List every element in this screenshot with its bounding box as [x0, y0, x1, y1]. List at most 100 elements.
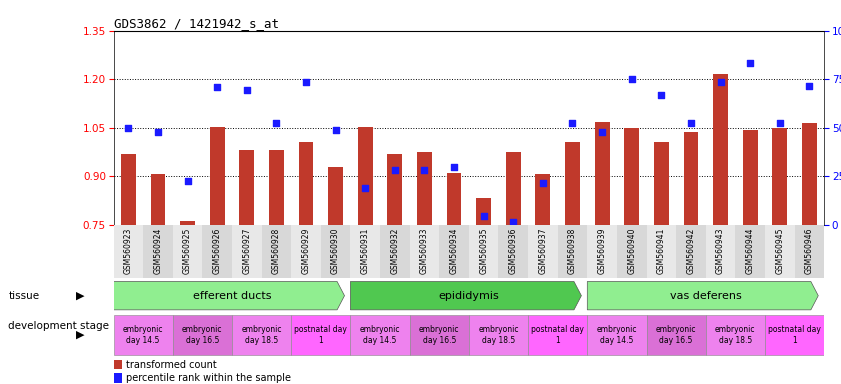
Bar	[743, 130, 758, 225]
Bar	[595, 122, 610, 225]
Point	[802, 83, 816, 89]
Bar	[232, 315, 291, 355]
Text: GSM560925: GSM560925	[183, 227, 192, 274]
Bar	[735, 225, 765, 278]
Text: GSM560930: GSM560930	[331, 227, 340, 274]
Bar	[765, 315, 824, 355]
Point	[566, 121, 579, 127]
Bar	[417, 152, 431, 225]
Text: GSM560943: GSM560943	[716, 227, 725, 274]
Bar	[772, 128, 787, 225]
Text: GSM560926: GSM560926	[213, 227, 222, 274]
Text: embryonic
day 18.5: embryonic day 18.5	[715, 325, 755, 345]
Text: ▶: ▶	[76, 291, 84, 301]
Point	[506, 219, 520, 225]
Bar	[351, 225, 380, 278]
Text: GSM560931: GSM560931	[361, 227, 370, 274]
Text: embryonic
day 16.5: embryonic day 16.5	[419, 325, 459, 345]
Bar	[351, 315, 410, 355]
Text: GSM560934: GSM560934	[450, 227, 458, 274]
Point	[447, 164, 461, 170]
Bar	[151, 174, 166, 225]
Point	[685, 121, 698, 127]
Point	[270, 121, 283, 127]
Bar	[121, 154, 135, 225]
Bar	[269, 150, 283, 225]
Bar	[624, 128, 639, 225]
Bar	[506, 152, 521, 225]
Bar	[232, 225, 262, 278]
Point	[299, 79, 313, 86]
Bar	[447, 173, 462, 225]
Bar	[469, 225, 499, 278]
Point	[595, 129, 609, 135]
Bar	[114, 360, 123, 369]
Text: vas deferens: vas deferens	[670, 291, 742, 301]
FancyArrow shape	[351, 281, 581, 310]
Text: ▶: ▶	[76, 330, 84, 340]
Text: GSM560946: GSM560946	[805, 227, 814, 274]
Bar	[203, 225, 232, 278]
Text: postnatal day
1: postnatal day 1	[294, 325, 347, 345]
Bar	[172, 315, 232, 355]
Bar	[706, 225, 735, 278]
Bar	[654, 142, 669, 225]
Text: GDS3862 / 1421942_s_at: GDS3862 / 1421942_s_at	[114, 17, 278, 30]
Bar	[676, 225, 706, 278]
Text: embryonic
day 16.5: embryonic day 16.5	[656, 325, 696, 345]
Point	[743, 60, 757, 66]
Point	[240, 86, 253, 93]
Text: GSM560938: GSM560938	[568, 227, 577, 274]
Text: GSM560944: GSM560944	[746, 227, 754, 274]
Bar	[240, 150, 254, 225]
Text: GSM560932: GSM560932	[390, 227, 399, 274]
Bar	[469, 315, 528, 355]
FancyArrow shape	[587, 281, 818, 310]
Bar	[262, 225, 291, 278]
Point	[625, 76, 638, 82]
Bar	[536, 174, 550, 225]
Text: epididymis: epididymis	[438, 291, 500, 301]
Text: embryonic
day 16.5: embryonic day 16.5	[182, 325, 223, 345]
Text: embryonic
day 14.5: embryonic day 14.5	[360, 325, 400, 345]
Text: embryonic
day 18.5: embryonic day 18.5	[479, 325, 519, 345]
Bar	[328, 167, 343, 225]
Text: postnatal day
1: postnatal day 1	[768, 325, 821, 345]
Text: efferent ducts: efferent ducts	[193, 291, 272, 301]
Bar	[558, 225, 587, 278]
Bar	[565, 142, 580, 225]
Bar	[410, 315, 469, 355]
Bar	[499, 225, 528, 278]
Text: GSM560941: GSM560941	[657, 227, 666, 274]
Bar	[706, 315, 765, 355]
Text: GSM560929: GSM560929	[302, 227, 310, 274]
Point	[151, 129, 165, 135]
Point	[210, 84, 224, 90]
Text: GSM560927: GSM560927	[242, 227, 251, 274]
Bar	[143, 225, 172, 278]
Text: GSM560942: GSM560942	[686, 227, 696, 274]
Bar	[291, 225, 320, 278]
Text: development stage: development stage	[8, 321, 109, 331]
Point	[773, 121, 786, 127]
Bar	[299, 142, 314, 225]
Bar	[684, 132, 698, 225]
Bar	[410, 225, 439, 278]
Point	[329, 127, 342, 133]
Text: percentile rank within the sample: percentile rank within the sample	[126, 373, 291, 383]
Bar	[802, 123, 817, 225]
Text: GSM560923: GSM560923	[124, 227, 133, 274]
Point	[122, 125, 135, 131]
Bar	[172, 225, 203, 278]
Bar	[380, 225, 410, 278]
FancyArrow shape	[114, 281, 345, 310]
Text: embryonic
day 14.5: embryonic day 14.5	[596, 325, 637, 345]
Bar	[647, 315, 706, 355]
Bar	[587, 315, 647, 355]
Point	[418, 167, 431, 174]
Point	[477, 212, 490, 218]
Text: GSM560935: GSM560935	[479, 227, 488, 274]
Text: GSM560937: GSM560937	[538, 227, 547, 274]
Bar	[528, 225, 558, 278]
Bar	[528, 315, 587, 355]
